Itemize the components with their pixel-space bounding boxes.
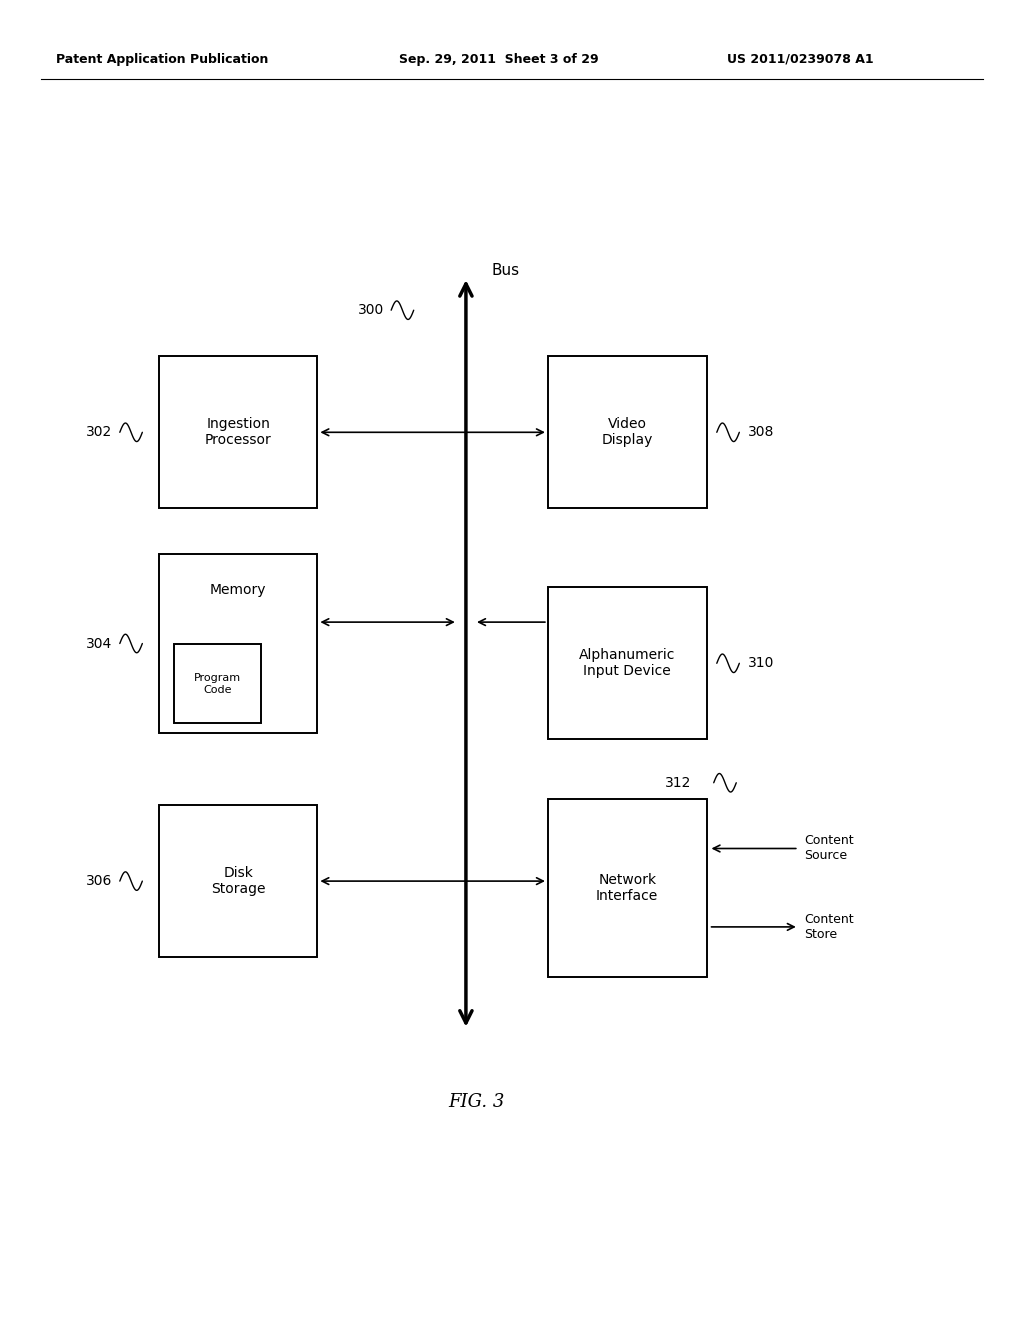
Text: Network
Interface: Network Interface: [596, 873, 658, 903]
Text: Bus: Bus: [492, 263, 519, 279]
Text: 306: 306: [86, 874, 113, 888]
Bar: [548, 799, 707, 977]
Text: Program
Code: Program Code: [194, 673, 242, 694]
Text: Alphanumeric
Input Device: Alphanumeric Input Device: [579, 648, 676, 678]
Bar: [548, 356, 707, 508]
Text: 302: 302: [86, 425, 113, 440]
Text: Patent Application Publication: Patent Application Publication: [56, 53, 268, 66]
Bar: [548, 587, 707, 739]
Text: FIG. 3: FIG. 3: [447, 1093, 505, 1111]
Text: Disk
Storage: Disk Storage: [211, 866, 265, 896]
Text: Content
Store: Content Store: [804, 913, 853, 941]
Text: 310: 310: [748, 656, 774, 671]
Text: Content
Source: Content Source: [804, 834, 853, 862]
Text: Ingestion
Processor: Ingestion Processor: [205, 417, 271, 447]
Text: Video
Display: Video Display: [601, 417, 653, 447]
Text: 300: 300: [357, 304, 384, 317]
Text: Memory: Memory: [210, 583, 266, 598]
Bar: [159, 554, 317, 733]
Text: Sep. 29, 2011  Sheet 3 of 29: Sep. 29, 2011 Sheet 3 of 29: [399, 53, 599, 66]
Bar: [159, 805, 317, 957]
Text: US 2011/0239078 A1: US 2011/0239078 A1: [727, 53, 873, 66]
Bar: [174, 644, 261, 723]
Bar: [159, 356, 317, 508]
Text: 304: 304: [86, 636, 113, 651]
Text: 308: 308: [748, 425, 774, 440]
Text: 312: 312: [665, 776, 691, 789]
